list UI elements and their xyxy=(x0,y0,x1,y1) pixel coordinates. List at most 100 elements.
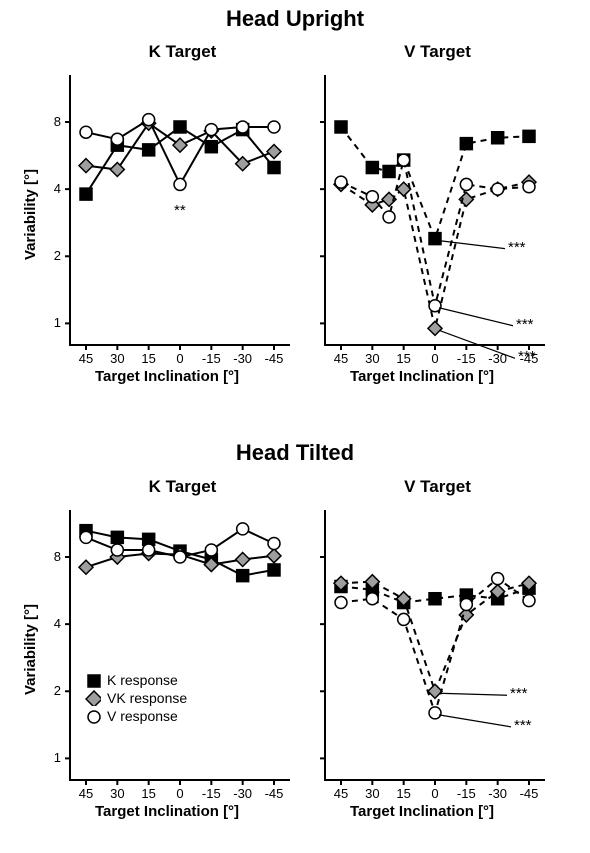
marker-k xyxy=(335,121,347,133)
x-tick-label: 30 xyxy=(358,351,386,366)
sig-annotation: ** xyxy=(174,202,186,219)
x-tick-label: 45 xyxy=(72,786,100,801)
y-axis-label: Variability [°] xyxy=(22,169,39,260)
panel-upright-k-title: K Target xyxy=(65,42,300,62)
marker-k xyxy=(523,130,535,142)
x-tick-label: 15 xyxy=(390,351,418,366)
marker-vk xyxy=(79,560,93,574)
marker-vk xyxy=(79,159,93,173)
marker-v xyxy=(237,121,249,133)
sig-annotation: *** xyxy=(516,316,534,333)
marker-k xyxy=(205,141,217,153)
x-tick-label: 45 xyxy=(327,786,355,801)
y-tick-label: 4 xyxy=(43,616,61,631)
y-tick-label: 8 xyxy=(43,114,61,129)
marker-v xyxy=(174,551,186,563)
marker-k xyxy=(383,165,395,177)
marker-k xyxy=(268,162,280,174)
y-tick-label: 2 xyxy=(43,248,61,263)
x-tick-label: 0 xyxy=(166,351,194,366)
x-tick-label: 0 xyxy=(421,786,449,801)
marker-v xyxy=(268,121,280,133)
x-axis-label: Target Inclination [°] xyxy=(350,803,494,820)
x-tick-label: 30 xyxy=(358,786,386,801)
x-tick-label: 0 xyxy=(421,351,449,366)
x-tick-label: -15 xyxy=(452,351,480,366)
legend-marker-v-icon xyxy=(85,708,101,724)
marker-v xyxy=(205,124,217,136)
marker-k xyxy=(80,188,92,200)
marker-k xyxy=(111,531,123,543)
legend-label: K response xyxy=(107,672,178,688)
x-tick-label: -45 xyxy=(260,351,288,366)
marker-v xyxy=(429,300,441,312)
figure-root: Head UprightHead TiltedK Target124845301… xyxy=(0,0,590,853)
marker-k xyxy=(492,132,504,144)
marker-k xyxy=(143,144,155,156)
marker-v xyxy=(460,178,472,190)
marker-v xyxy=(80,531,92,543)
sig-annotation: *** xyxy=(514,717,532,734)
x-axis-label: Target Inclination [°] xyxy=(95,803,239,820)
marker-v xyxy=(398,613,410,625)
panel-upright-v xyxy=(320,70,555,350)
marker-k xyxy=(366,162,378,174)
sig-annotation: *** xyxy=(518,348,536,365)
marker-v xyxy=(335,597,347,609)
x-tick-label: -15 xyxy=(197,351,225,366)
marker-v xyxy=(111,133,123,145)
marker-k xyxy=(268,564,280,576)
legend-item-k: K response xyxy=(85,672,187,688)
x-tick-label: -30 xyxy=(229,786,257,801)
panel-upright-v-svg xyxy=(320,70,555,350)
x-tick-label: 15 xyxy=(135,786,163,801)
marker-v xyxy=(80,126,92,138)
panel-upright-v-title: V Target xyxy=(320,42,555,62)
marker-v xyxy=(143,114,155,126)
panel-tilted-k xyxy=(65,505,300,785)
x-tick-label: 15 xyxy=(135,351,163,366)
marker-k xyxy=(429,593,441,605)
marker-k xyxy=(460,138,472,150)
legend-label: VK response xyxy=(107,690,187,706)
x-tick-label: 30 xyxy=(103,786,131,801)
panel-tilted-v xyxy=(320,505,555,785)
marker-v xyxy=(366,191,378,203)
sig-annotation: *** xyxy=(508,239,526,256)
marker-v xyxy=(523,181,535,193)
panel-tilted-v-title: V Target xyxy=(320,477,555,497)
marker-vk xyxy=(267,145,281,159)
x-tick-label: 30 xyxy=(103,351,131,366)
x-axis-label: Target Inclination [°] xyxy=(350,368,494,385)
marker-vk xyxy=(267,549,281,563)
x-tick-label: -45 xyxy=(260,786,288,801)
x-tick-label: -15 xyxy=(197,786,225,801)
legend-item-v: V response xyxy=(85,708,187,724)
marker-v xyxy=(237,523,249,535)
x-tick-label: -30 xyxy=(484,786,512,801)
x-tick-label: 0 xyxy=(166,786,194,801)
marker-vk xyxy=(110,162,124,176)
y-tick-label: 1 xyxy=(43,315,61,330)
legend-item-vk: VK response xyxy=(85,690,187,706)
legend: K response VK response V response xyxy=(85,670,187,726)
y-tick-label: 2 xyxy=(43,683,61,698)
marker-v xyxy=(429,707,441,719)
marker-v xyxy=(268,537,280,549)
y-tick-label: 1 xyxy=(43,750,61,765)
legend-label: V response xyxy=(107,708,178,724)
panel-tilted-k-svg xyxy=(65,505,300,785)
x-axis-label: Target Inclination [°] xyxy=(95,368,239,385)
x-tick-label: 15 xyxy=(390,786,418,801)
marker-v xyxy=(366,593,378,605)
x-tick-label: -30 xyxy=(229,351,257,366)
marker-v xyxy=(492,573,504,585)
x-tick-label: 45 xyxy=(327,351,355,366)
marker-k xyxy=(174,121,186,133)
panel-tilted-v-svg xyxy=(320,505,555,785)
panel-tilted-k-title: K Target xyxy=(65,477,300,497)
marker-v xyxy=(492,183,504,195)
x-tick-label: -30 xyxy=(484,351,512,366)
marker-vk xyxy=(236,552,250,566)
marker-vk xyxy=(428,684,442,698)
